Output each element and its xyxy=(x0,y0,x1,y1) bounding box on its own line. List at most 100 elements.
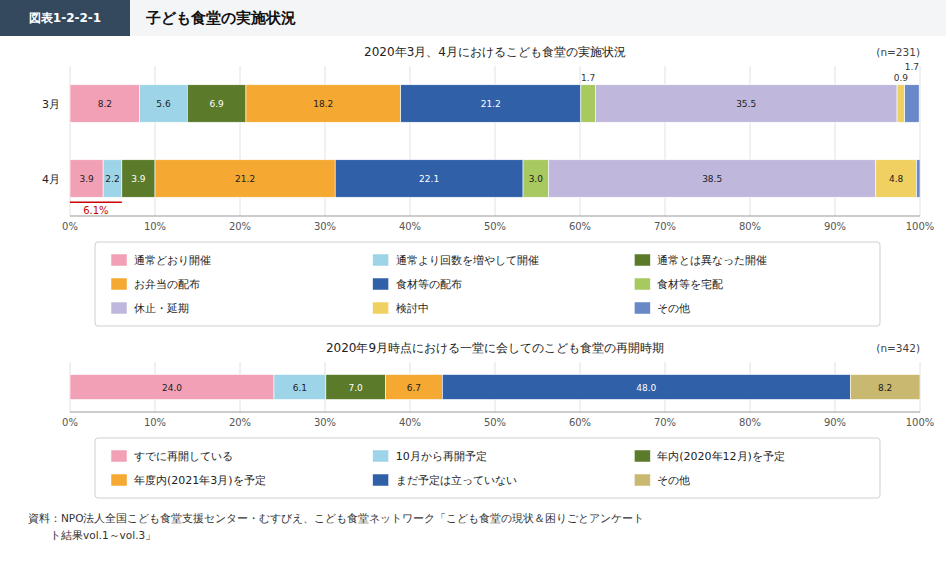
tick-label: 40% xyxy=(399,221,421,232)
header-background xyxy=(0,0,946,36)
data-label: 3.9 xyxy=(131,174,146,184)
header: 図表1-2-2-1 子ども食堂の実施状況 xyxy=(0,0,946,36)
legend-swatch xyxy=(111,254,127,266)
category-label: 4月 xyxy=(42,173,60,186)
bar-segment xyxy=(897,85,905,123)
legend-label: 年度内(2021年3月)を予定 xyxy=(134,474,266,487)
tick-label: 60% xyxy=(569,417,591,428)
tick-label: 80% xyxy=(739,221,761,232)
x-axis-line xyxy=(70,216,920,217)
bar-segment xyxy=(385,375,442,400)
legend: 通常どおり開催通常より回数を増やして開催通常とは異なった開催お弁当の配布食材等の… xyxy=(95,242,880,326)
tick-label: 90% xyxy=(824,417,846,428)
legend-label: 通常より回数を増やして開催 xyxy=(396,254,539,267)
grid xyxy=(70,362,920,412)
source-text: 資料：NPO法人全国こども食堂支援センター・むすびえ、こども食堂ネットワーク「こ… xyxy=(28,512,644,525)
tick-label: 30% xyxy=(314,221,336,232)
data-label: 5.6 xyxy=(156,99,171,109)
header-label-background xyxy=(0,0,130,36)
legend-swatch xyxy=(373,474,389,486)
bar-segment xyxy=(549,160,876,198)
bar-segment xyxy=(246,85,401,123)
bar-segment xyxy=(595,85,897,123)
legend-swatch xyxy=(634,254,650,266)
legend-swatch xyxy=(373,302,389,314)
bar-segment xyxy=(326,375,386,400)
legend-label: 通常どおり開催 xyxy=(134,254,211,267)
chart-title: 2020年3月、4月におけるこども食堂の実施状況 xyxy=(364,45,626,59)
legend-label: すでに再開している xyxy=(134,450,233,463)
data-label: 8.2 xyxy=(98,99,112,109)
bar-segment xyxy=(523,160,549,198)
data-label: 21.2 xyxy=(481,99,501,109)
tick-label: 70% xyxy=(654,221,676,232)
tick-label: 50% xyxy=(484,221,506,232)
bar-segment xyxy=(335,160,523,198)
bar-segment xyxy=(103,160,122,198)
bar-segment xyxy=(274,375,326,400)
legend-label: その他 xyxy=(657,302,690,315)
tick-label: 50% xyxy=(484,417,506,428)
bar-segment xyxy=(581,85,595,123)
bar-segment xyxy=(442,375,850,400)
data-label: 1.7 xyxy=(581,73,595,83)
tick-label: 70% xyxy=(654,417,676,428)
data-label: 48.0 xyxy=(636,383,656,393)
data-label: 6.1 xyxy=(293,383,307,393)
data-label: 24.0 xyxy=(162,383,182,393)
tick-label: 100% xyxy=(906,417,935,428)
chart-root: 図表1-2-2-1 子ども食堂の実施状況 2020年3月、4月におけるこども食堂の実… xyxy=(0,0,946,574)
data-label: 0.9 xyxy=(894,73,909,83)
data-label: 7.0 xyxy=(348,383,363,393)
data-label: 38.5 xyxy=(702,174,722,184)
bar-segment xyxy=(917,160,920,198)
tick-label: 0% xyxy=(62,417,78,428)
legend-swatch xyxy=(373,278,389,290)
bar-segment xyxy=(187,85,246,123)
grid xyxy=(70,66,920,216)
data-label: 6.9 xyxy=(209,99,224,109)
tick-label: 10% xyxy=(144,417,166,428)
legend-swatch xyxy=(111,302,127,314)
bar-segment xyxy=(70,375,274,400)
bar-segment xyxy=(70,85,140,123)
source-text: ト結果vol.1～vol.3」 xyxy=(28,529,156,541)
bar-segment xyxy=(70,160,103,198)
legend-swatch xyxy=(111,474,127,486)
bar-segment xyxy=(905,85,919,123)
legend-label: 通常とは異なった開催 xyxy=(657,254,767,267)
bar-segment xyxy=(140,85,188,123)
legend-swatch xyxy=(373,450,389,462)
chart-title: 2020年9月時点における一堂に会してのこども食堂の再開時期 xyxy=(326,341,664,355)
data-label: 35.5 xyxy=(736,99,756,109)
legend-swatch xyxy=(634,450,650,462)
tick-label: 80% xyxy=(739,417,761,428)
tick-label: 90% xyxy=(824,221,846,232)
data-label: 4.8 xyxy=(889,174,904,184)
legend-swatch xyxy=(373,254,389,266)
tick-label: 60% xyxy=(569,221,591,232)
legend-swatch xyxy=(634,474,650,486)
chart-subtitle: (n=231) xyxy=(876,46,920,58)
tick-label: 100% xyxy=(906,221,935,232)
legend-label: 食材等の配布 xyxy=(396,278,462,291)
legend-label: 10月から再開予定 xyxy=(396,450,487,463)
bar-segment xyxy=(876,160,917,198)
figure-number: 図表1-2-2-1 xyxy=(29,11,101,25)
data-labels: 24.06.17.06.748.08.2 xyxy=(162,383,892,393)
data-label: 22.1 xyxy=(419,174,439,184)
chart: 2020年9月時点における一堂に会してのこども食堂の再開時期(n=342)0%1… xyxy=(62,341,934,498)
legend-label: 検討中 xyxy=(396,302,429,315)
legend-box xyxy=(95,438,880,498)
tick-label: 0% xyxy=(62,221,78,232)
legend: すでに再開している10月から再開予定年内(2020年12月)を予定年度内(202… xyxy=(95,438,880,498)
tick-label: 10% xyxy=(144,221,166,232)
tick-label: 40% xyxy=(399,417,421,428)
annotation-line xyxy=(70,202,122,204)
figure-title: 子ども食堂の実施状況 xyxy=(145,9,296,27)
legend-swatch xyxy=(111,450,127,462)
bar-segment xyxy=(122,160,155,198)
category-label: 3月 xyxy=(42,98,60,111)
data-label: 6.7 xyxy=(407,383,421,393)
legend-label: その他 xyxy=(657,474,690,487)
